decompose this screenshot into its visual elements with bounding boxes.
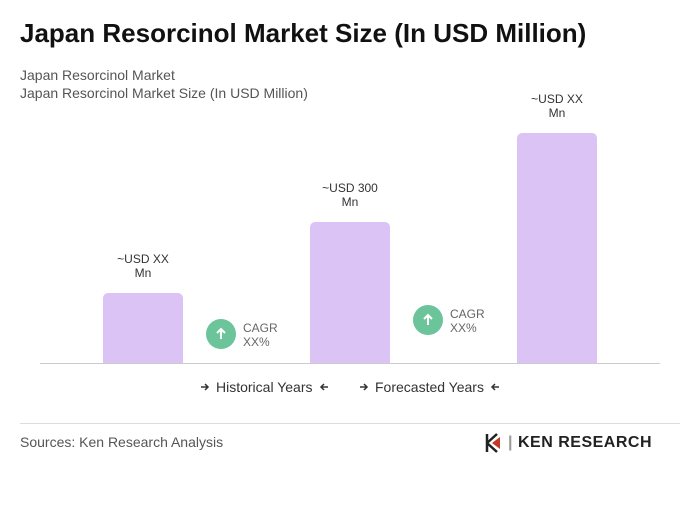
legend-label: Forecasted Years: [375, 379, 484, 395]
logo: | KEN RESEARCH: [485, 433, 652, 453]
arrow-icon: [490, 383, 499, 391]
chart-title: Japan Resorcinol Market Size (In USD Mil…: [20, 18, 587, 48]
baseline: [40, 363, 660, 364]
bar: [310, 222, 390, 363]
bar: [517, 133, 597, 363]
bar: [103, 292, 183, 363]
logo-divider: |: [508, 434, 513, 451]
separator: [20, 423, 680, 424]
value-label: ~USD XX Mn: [531, 92, 583, 120]
subtitle: Japan Resorcinol Market: [20, 67, 175, 83]
cagr-label: CAGR XX%: [243, 321, 278, 349]
logo-text: KEN RESEARCH: [517, 434, 652, 451]
arrow-icon: [360, 383, 369, 391]
arrow-icon: [201, 383, 210, 391]
value-label: ~USD 300 Mn: [322, 181, 378, 210]
value-label: ~USD XX Mn: [117, 251, 169, 280]
subtitle: Japan Resorcinol Market Size (In USD Mil…: [20, 85, 308, 101]
legend-item: Forecasted Years: [359, 379, 500, 395]
legend-item: Historical Years: [200, 379, 329, 395]
source: Sources: Ken Research Analysis: [20, 434, 224, 450]
cagr-icon: [206, 319, 236, 349]
logo-icon: [485, 433, 500, 453]
legend-label: Historical Years: [216, 379, 313, 395]
cagr-label: CAGR XX%: [450, 307, 485, 335]
arrow-icon: [319, 383, 328, 391]
cagr-icon: [413, 305, 443, 335]
up-arrow: [216, 327, 226, 339]
up-arrow: [423, 313, 433, 325]
